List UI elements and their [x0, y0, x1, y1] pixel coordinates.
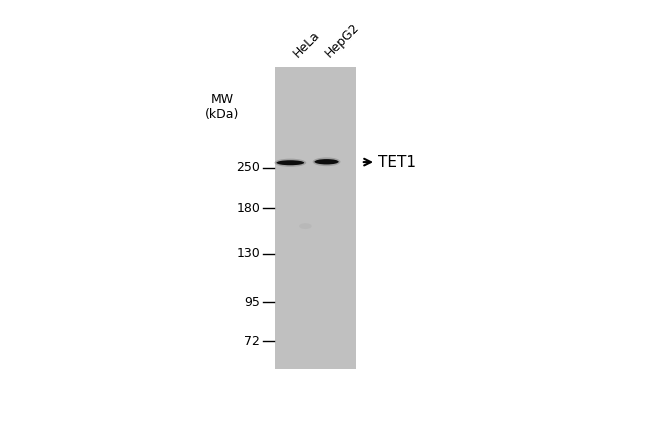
Text: 180: 180 [236, 202, 260, 215]
Text: HeLa: HeLa [291, 29, 322, 60]
Text: TET1: TET1 [378, 154, 417, 170]
Ellipse shape [274, 159, 306, 167]
Ellipse shape [313, 157, 341, 166]
Text: 72: 72 [244, 335, 260, 348]
Text: HepG2: HepG2 [323, 21, 363, 60]
Ellipse shape [315, 159, 339, 165]
Ellipse shape [276, 160, 304, 165]
Text: 250: 250 [236, 161, 260, 174]
Text: MW
(kDa): MW (kDa) [205, 93, 239, 121]
Text: 95: 95 [244, 296, 260, 309]
Bar [275, 67, 356, 369]
Ellipse shape [299, 223, 312, 229]
Text: 130: 130 [237, 247, 260, 260]
